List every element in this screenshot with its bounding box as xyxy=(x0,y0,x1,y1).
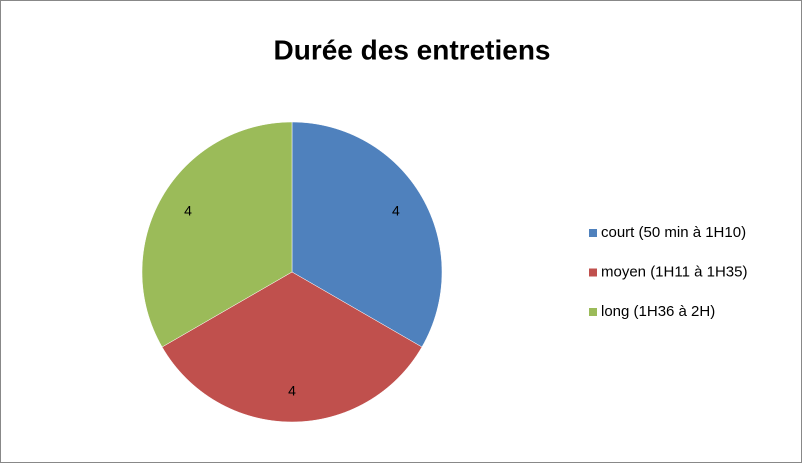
chart-title: Durée des entretiens xyxy=(274,34,551,65)
pie-slice xyxy=(141,121,293,348)
legend-label: moyen (1H11 à 1H35) xyxy=(601,263,747,280)
legend-swatch xyxy=(589,308,597,316)
data-label: 4 xyxy=(184,203,192,219)
data-label: 4 xyxy=(288,383,296,399)
legend-label: long (1H36 à 2H) xyxy=(601,303,715,320)
pie-slice xyxy=(291,121,443,348)
legend-swatch xyxy=(589,268,597,277)
legend-label: court (50 min à 1H10) xyxy=(601,224,746,241)
legend-swatch xyxy=(589,229,597,237)
data-label: 4 xyxy=(392,203,400,219)
pie-slice xyxy=(161,271,423,423)
